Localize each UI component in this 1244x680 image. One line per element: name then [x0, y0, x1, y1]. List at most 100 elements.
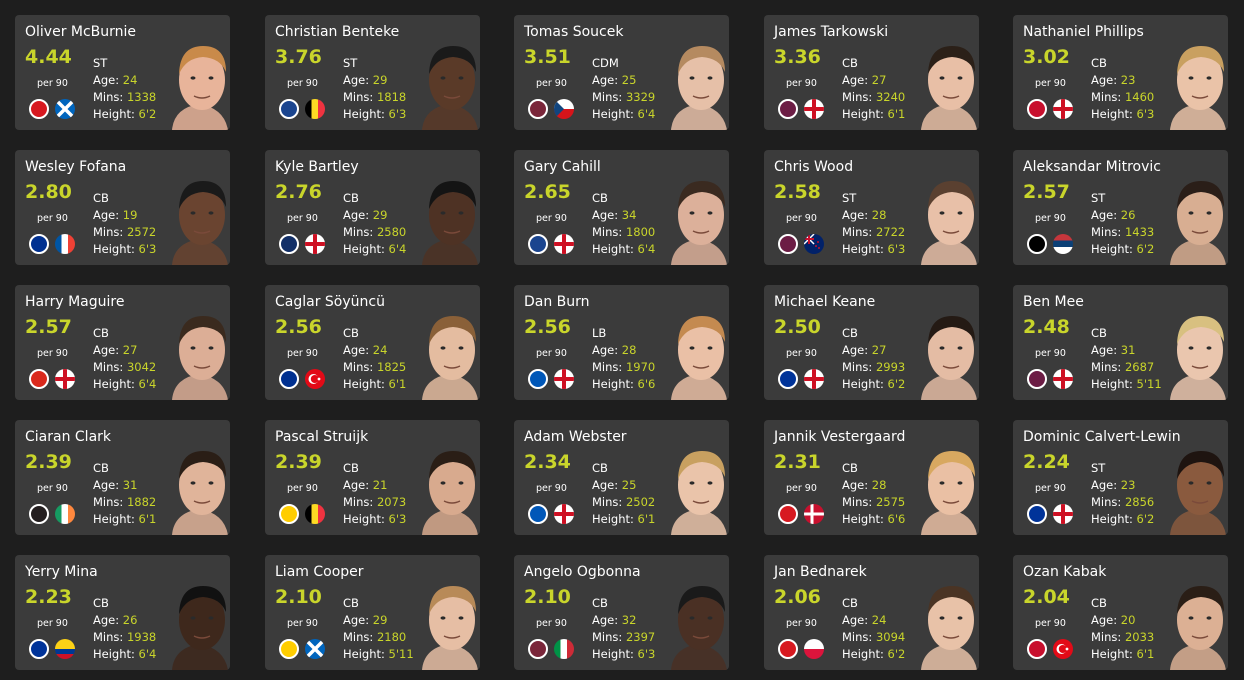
player-name[interactable]: Jan Bednarek: [774, 564, 867, 580]
per90-score: 2.39: [25, 451, 72, 473]
player-name[interactable]: Angelo Ogbonna: [524, 564, 641, 580]
per90-score: 2.24: [1023, 451, 1070, 473]
per90-score: 2.50: [774, 316, 821, 338]
player-name[interactable]: Gary Cahill: [524, 159, 601, 175]
player-photo: [1170, 46, 1226, 130]
ireland-flag-icon: [55, 504, 75, 524]
player-card[interactable]: Dan Burn 2.56 per 90 LB Age: 28 Mins: 19…: [514, 285, 729, 400]
height: Height: 6'2: [1091, 242, 1155, 256]
player-photo: [422, 586, 478, 670]
player-photo: [671, 46, 727, 130]
per90-label: per 90: [37, 213, 68, 224]
player-name[interactable]: Oliver McBurnie: [25, 24, 137, 40]
player-info: CB Age: 27 Mins: 3042 Height: 6'4: [93, 325, 156, 393]
club-badge-icon: [778, 99, 798, 119]
player-card[interactable]: Harry Maguire 2.57 per 90 CB Age: 27 Min…: [15, 285, 230, 400]
player-name[interactable]: Tomas Soucek: [524, 24, 624, 40]
player-card[interactable]: Ben Mee 2.48 per 90 CB Age: 31 Mins: 268…: [1013, 285, 1228, 400]
age: Age: 19: [93, 208, 138, 222]
player-card[interactable]: Caglar Söyüncü 2.56 per 90 CB Age: 24 Mi…: [265, 285, 480, 400]
per90-score: 2.48: [1023, 316, 1070, 338]
minutes: Mins: 1433: [1091, 225, 1155, 239]
position: CB: [592, 191, 608, 205]
age: Age: 28: [842, 208, 887, 222]
player-name[interactable]: Liam Cooper: [275, 564, 364, 580]
club-badge-icon: [528, 234, 548, 254]
minutes: Mins: 1825: [343, 360, 407, 374]
per90-label: per 90: [536, 348, 567, 359]
poland-flag-icon: [804, 639, 824, 659]
player-card[interactable]: Angelo Ogbonna 2.10 per 90 CB Age: 32 Mi…: [514, 555, 729, 670]
player-name[interactable]: Ben Mee: [1023, 294, 1084, 310]
club-badge-icon: [1027, 234, 1047, 254]
player-name[interactable]: Christian Benteke: [275, 24, 400, 40]
minutes: Mins: 2993: [842, 360, 906, 374]
per90-label: per 90: [536, 618, 567, 629]
player-card[interactable]: Ozan Kabak 2.04 per 90 CB Age: 20 Mins: …: [1013, 555, 1228, 670]
age: Age: 32: [592, 613, 637, 627]
player-card[interactable]: Tomas Soucek 3.51 per 90 CDM Age: 25 Min…: [514, 15, 729, 130]
france-flag-icon: [55, 234, 75, 254]
player-name[interactable]: Pascal Struijk: [275, 429, 369, 445]
player-card[interactable]: Dominic Calvert-Lewin 2.24 per 90 ST Age…: [1013, 420, 1228, 535]
player-name[interactable]: Ozan Kabak: [1023, 564, 1107, 580]
player-card[interactable]: Wesley Fofana 2.80 per 90 CB Age: 19 Min…: [15, 150, 230, 265]
player-card[interactable]: Kyle Bartley 2.76 per 90 CB Age: 29 Mins…: [265, 150, 480, 265]
position: ST: [343, 56, 358, 70]
player-card[interactable]: Chris Wood 2.58 per 90 ST Age: 28 Mins: …: [764, 150, 979, 265]
player-name[interactable]: Yerry Mina: [25, 564, 98, 580]
player-name[interactable]: Caglar Söyüncü: [275, 294, 385, 310]
player-card[interactable]: James Tarkowski 3.36 per 90 CB Age: 27 M…: [764, 15, 979, 130]
player-card[interactable]: Christian Benteke 3.76 per 90 ST Age: 29…: [265, 15, 480, 130]
england-flag-icon: [1053, 504, 1073, 524]
player-name[interactable]: Dominic Calvert-Lewin: [1023, 429, 1181, 445]
player-name[interactable]: Chris Wood: [774, 159, 854, 175]
england-flag-icon: [554, 234, 574, 254]
height: Height: 6'4: [93, 377, 157, 391]
player-card[interactable]: Yerry Mina 2.23 per 90 CB Age: 26 Mins: …: [15, 555, 230, 670]
club-badge-icon: [778, 234, 798, 254]
player-name[interactable]: Nathaniel Phillips: [1023, 24, 1144, 40]
player-info: CB Age: 31 Mins: 1882 Height: 6'1: [93, 460, 156, 528]
height: Height: 6'3: [1091, 107, 1155, 121]
player-card[interactable]: Ciaran Clark 2.39 per 90 CB Age: 31 Mins…: [15, 420, 230, 535]
per90-score: 2.58: [774, 181, 821, 203]
per90-label: per 90: [37, 78, 68, 89]
player-name[interactable]: Michael Keane: [774, 294, 876, 310]
player-card[interactable]: Gary Cahill 2.65 per 90 CB Age: 34 Mins:…: [514, 150, 729, 265]
player-card[interactable]: Liam Cooper 2.10 per 90 CB Age: 29 Mins:…: [265, 555, 480, 670]
player-card[interactable]: Aleksandar Mitrovic 2.57 per 90 ST Age: …: [1013, 150, 1228, 265]
player-card[interactable]: Jan Bednarek 2.06 per 90 CB Age: 24 Mins…: [764, 555, 979, 670]
player-photo: [422, 46, 478, 130]
minutes: Mins: 1938: [93, 630, 157, 644]
player-card[interactable]: Oliver McBurnie 4.44 per 90 ST Age: 24 M…: [15, 15, 230, 130]
per90-score: 3.02: [1023, 46, 1070, 68]
player-name[interactable]: Harry Maguire: [25, 294, 125, 310]
minutes: Mins: 2580: [343, 225, 407, 239]
player-name[interactable]: Wesley Fofana: [25, 159, 127, 175]
player-name[interactable]: Dan Burn: [524, 294, 590, 310]
height: Height: 6'2: [93, 107, 157, 121]
position: CB: [1091, 596, 1107, 610]
england-flag-icon: [1053, 369, 1073, 389]
minutes: Mins: 2572: [93, 225, 157, 239]
player-card[interactable]: Pascal Struijk 2.39 per 90 CB Age: 21 Mi…: [265, 420, 480, 535]
player-card[interactable]: Michael Keane 2.50 per 90 CB Age: 27 Min…: [764, 285, 979, 400]
player-name[interactable]: James Tarkowski: [774, 24, 889, 40]
height: Height: 6'1: [1091, 647, 1155, 661]
player-info: CB Age: 24 Mins: 3094 Height: 6'2: [842, 595, 905, 663]
player-name[interactable]: Aleksandar Mitrovic: [1023, 159, 1161, 175]
england-flag-icon: [554, 369, 574, 389]
player-name[interactable]: Kyle Bartley: [275, 159, 359, 175]
minutes: Mins: 3329: [592, 90, 656, 104]
player-name[interactable]: Adam Webster: [524, 429, 627, 445]
player-card[interactable]: Nathaniel Phillips 3.02 per 90 CB Age: 2…: [1013, 15, 1228, 130]
height: Height: 6'3: [343, 512, 407, 526]
age: Age: 25: [592, 478, 637, 492]
age: Age: 29: [343, 613, 388, 627]
player-card[interactable]: Jannik Vestergaard 2.31 per 90 CB Age: 2…: [764, 420, 979, 535]
player-name[interactable]: Jannik Vestergaard: [774, 429, 906, 445]
player-card[interactable]: Adam Webster 2.34 per 90 CB Age: 25 Mins…: [514, 420, 729, 535]
per90-score: 3.36: [774, 46, 821, 68]
player-name[interactable]: Ciaran Clark: [25, 429, 112, 445]
